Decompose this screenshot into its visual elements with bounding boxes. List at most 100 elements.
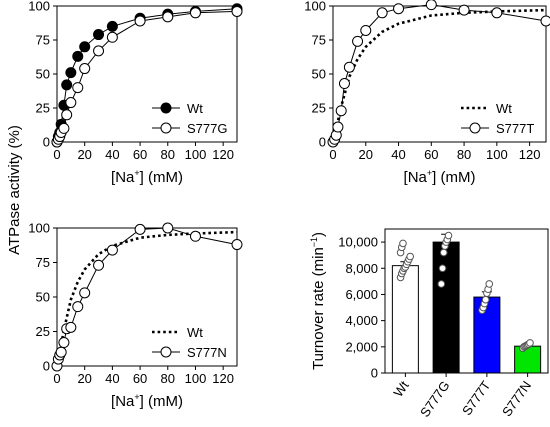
data-point-s777t: [332, 121, 344, 133]
data-point-wt: [72, 50, 84, 62]
x-tick-label: 60: [424, 147, 438, 162]
data-point-s777n: [231, 239, 243, 251]
y-tick-label: 0: [319, 135, 326, 150]
legend-marker-wt: [160, 102, 172, 114]
y-axis-label: Turnover rate (min−1): [309, 232, 327, 370]
x-tick-label: 80: [161, 371, 175, 386]
data-point-wt: [65, 67, 77, 79]
x-tick-label: 0: [53, 147, 60, 162]
shared-y-axis-label: ATPase activity (%): [6, 125, 23, 255]
y-tick-label: 0: [371, 366, 378, 381]
y-tick-label: 100: [304, 0, 326, 14]
y-tick-label: 8,000: [345, 261, 378, 276]
data-point-s777g: [72, 82, 84, 94]
x-tick-label: 20: [77, 371, 91, 386]
data-point-wt: [61, 79, 73, 91]
data-point-s777g: [189, 7, 201, 19]
data-point-s777t: [491, 7, 503, 19]
data-point-s777g: [106, 31, 118, 43]
x-tick-label: 60: [133, 371, 147, 386]
x-tick-label: 100: [185, 147, 207, 162]
y-tick-label: 6,000: [345, 287, 378, 302]
legend-label-s777n: S777N: [187, 345, 227, 360]
replicate-point-wt: [399, 239, 407, 248]
series-line-wt: [331, 8, 547, 143]
data-point-s777t: [343, 61, 355, 73]
data-point-s777g: [231, 5, 243, 17]
data-point-s777t: [376, 7, 388, 19]
y-tick-label: 4,000: [345, 313, 378, 328]
data-point-s777g: [61, 109, 73, 121]
data-point-s777n: [106, 244, 118, 256]
y-tick-label: 25: [36, 324, 50, 339]
data-point-s777n: [162, 222, 174, 234]
legend-label-wt: Wt: [496, 101, 512, 116]
data-point-s777g: [134, 15, 146, 27]
x-tick-label: 0: [53, 371, 60, 386]
data-point-s777n: [93, 259, 105, 271]
y-tick-label: 25: [312, 101, 326, 116]
x-axis-label: [Na+] (mM): [111, 392, 183, 410]
y-tick-label: 50: [312, 67, 326, 82]
y-tick-label: 100: [28, 221, 50, 236]
y-tick-label: 50: [36, 67, 50, 82]
x-tick-label-s777n: S777N: [499, 378, 534, 419]
x-tick-label: 20: [77, 147, 91, 162]
data-point-s777t: [360, 24, 372, 36]
data-point-s777n: [65, 321, 77, 333]
bar-s777t: [473, 296, 501, 374]
bar-s777n: [514, 345, 542, 374]
legend-marker-s777g: [160, 122, 172, 134]
y-tick-label: 2,000: [345, 339, 378, 354]
x-tick-label: 100: [486, 147, 508, 162]
data-point-s777n: [79, 287, 91, 299]
legend-label-wt: Wt: [187, 101, 203, 116]
x-tick-label: 0: [329, 147, 336, 162]
data-point-s777t: [458, 4, 470, 16]
replicate-point-s777g: [438, 264, 447, 273]
replicate-point-s777g: [439, 248, 448, 257]
x-tick-label: 120: [519, 147, 541, 162]
x-tick-label: 120: [212, 147, 234, 162]
data-point-s777n: [134, 223, 146, 235]
legend-marker-s777t: [469, 122, 481, 134]
legend-label-s777g: S777G: [187, 121, 227, 136]
x-tick-label: 60: [133, 147, 147, 162]
y-tick-label: 25: [36, 101, 50, 116]
y-tick-label: 75: [36, 255, 50, 270]
y-tick-label: 0: [43, 359, 50, 374]
data-point-wt: [79, 41, 91, 53]
data-point-s777t: [338, 78, 350, 90]
data-point-s777g: [93, 45, 105, 57]
data-point-s777t: [393, 3, 405, 15]
data-point-s777t: [540, 15, 550, 27]
x-tick-label-s777t: S777T: [459, 378, 493, 418]
replicate-point-s777g: [437, 280, 446, 288]
data-point-wt: [93, 29, 105, 41]
x-tick-label: 100: [185, 371, 207, 386]
x-tick-label: 20: [359, 147, 373, 162]
replicate-point-s777t: [481, 295, 490, 304]
data-point-s777n: [72, 301, 84, 313]
legend-label-wt: Wt: [187, 325, 203, 340]
legend-marker-s777n: [160, 346, 172, 358]
y-tick-label: 50: [36, 290, 50, 305]
y-tick-label: 10,000: [338, 235, 378, 250]
y-tick-label: 75: [36, 33, 50, 48]
replicate-point-s777g: [444, 231, 453, 240]
x-tick-label: 80: [161, 147, 175, 162]
data-point-wt: [106, 20, 118, 32]
x-tick-label: 120: [212, 371, 234, 386]
x-axis-label: [Na+] (mM): [111, 168, 183, 186]
y-tick-label: 75: [312, 33, 326, 48]
data-point-s777g: [162, 11, 174, 23]
data-point-s777n: [55, 346, 67, 358]
replicate-point-s777n: [526, 339, 534, 347]
bar-s777g: [432, 241, 460, 374]
x-axis-label: [Na+] (mM): [404, 168, 476, 186]
plot-frame: [384, 228, 549, 374]
data-point-s777t: [425, 0, 437, 11]
